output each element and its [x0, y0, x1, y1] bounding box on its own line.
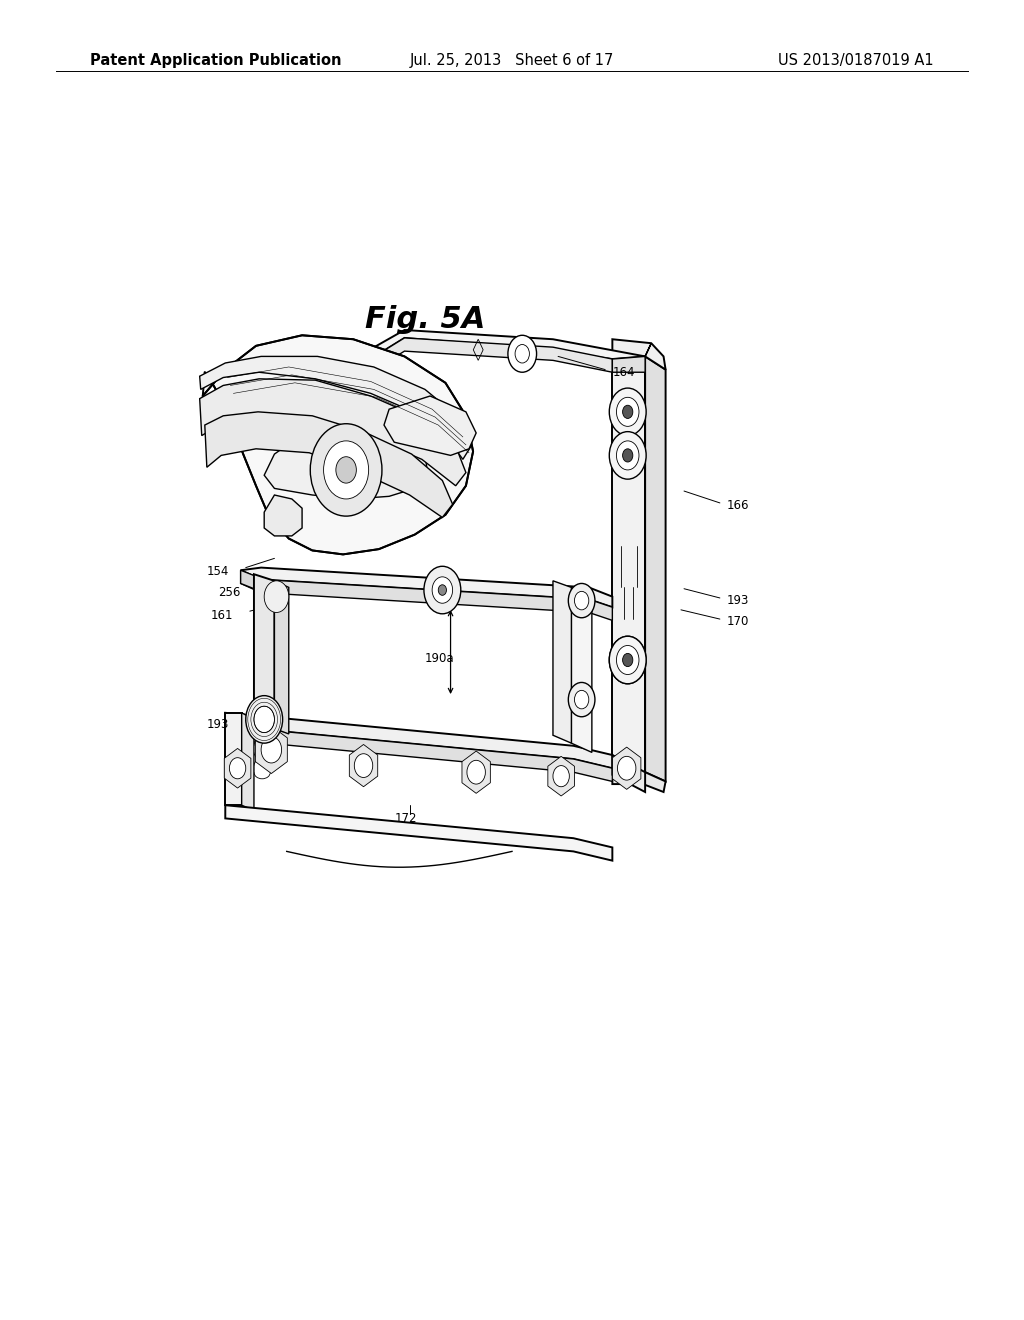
Text: 170: 170 [727, 615, 750, 628]
Text: Jul. 25, 2013   Sheet 6 of 17: Jul. 25, 2013 Sheet 6 of 17 [410, 53, 614, 67]
Polygon shape [612, 747, 641, 789]
Circle shape [261, 737, 282, 763]
Circle shape [508, 335, 537, 372]
Circle shape [432, 577, 453, 603]
Text: 190a: 190a [425, 652, 455, 665]
Polygon shape [353, 338, 612, 383]
Polygon shape [241, 570, 254, 589]
Circle shape [616, 397, 639, 426]
Polygon shape [338, 352, 353, 383]
Polygon shape [200, 379, 466, 486]
Text: 256: 256 [218, 586, 241, 599]
Polygon shape [612, 755, 645, 792]
Text: 172: 172 [394, 812, 417, 825]
Polygon shape [462, 751, 490, 793]
Text: Fig. 5A: Fig. 5A [365, 305, 485, 334]
Polygon shape [353, 330, 645, 370]
Polygon shape [612, 339, 666, 370]
Circle shape [623, 405, 633, 418]
Polygon shape [254, 574, 274, 729]
Polygon shape [264, 432, 428, 499]
Polygon shape [548, 756, 574, 796]
Polygon shape [612, 772, 666, 792]
Text: 164: 164 [612, 366, 635, 379]
Circle shape [229, 758, 246, 779]
Circle shape [574, 591, 589, 610]
Polygon shape [224, 748, 251, 788]
Polygon shape [241, 568, 612, 607]
Circle shape [254, 706, 274, 733]
Circle shape [609, 636, 646, 684]
Polygon shape [241, 570, 612, 620]
Circle shape [617, 756, 636, 780]
Polygon shape [553, 581, 571, 743]
Polygon shape [274, 581, 289, 734]
Circle shape [336, 457, 356, 483]
Polygon shape [384, 396, 476, 455]
Circle shape [467, 760, 485, 784]
Text: 166: 166 [727, 499, 750, 512]
Circle shape [553, 766, 569, 787]
Polygon shape [225, 713, 612, 768]
Circle shape [324, 441, 369, 499]
Polygon shape [645, 356, 666, 781]
Polygon shape [242, 713, 254, 810]
Polygon shape [612, 356, 645, 772]
Circle shape [568, 583, 595, 618]
Text: 193: 193 [207, 718, 229, 731]
Circle shape [623, 653, 633, 667]
Circle shape [310, 424, 382, 516]
Circle shape [609, 636, 646, 684]
Circle shape [354, 754, 373, 777]
Circle shape [264, 581, 289, 612]
Circle shape [623, 653, 633, 667]
Polygon shape [200, 356, 471, 459]
Text: Patent Application Publication: Patent Application Publication [90, 53, 342, 67]
Text: 154: 154 [207, 565, 229, 578]
Circle shape [623, 449, 633, 462]
Polygon shape [203, 335, 473, 554]
Polygon shape [225, 726, 612, 781]
Circle shape [616, 645, 639, 675]
Polygon shape [225, 713, 242, 805]
Polygon shape [264, 495, 302, 536]
Text: 161: 161 [211, 609, 233, 622]
Polygon shape [571, 587, 592, 752]
Polygon shape [184, 330, 758, 832]
Polygon shape [349, 744, 378, 787]
Circle shape [609, 388, 646, 436]
Polygon shape [612, 343, 651, 372]
Circle shape [424, 566, 461, 614]
Circle shape [574, 690, 589, 709]
Circle shape [616, 645, 639, 675]
Circle shape [438, 585, 446, 595]
Polygon shape [225, 805, 612, 861]
Circle shape [616, 441, 639, 470]
Circle shape [568, 682, 595, 717]
Circle shape [246, 696, 283, 743]
Text: 193: 193 [727, 594, 750, 607]
Polygon shape [205, 412, 453, 517]
Circle shape [609, 432, 646, 479]
Text: US 2013/0187019 A1: US 2013/0187019 A1 [778, 53, 934, 67]
Polygon shape [255, 726, 288, 774]
